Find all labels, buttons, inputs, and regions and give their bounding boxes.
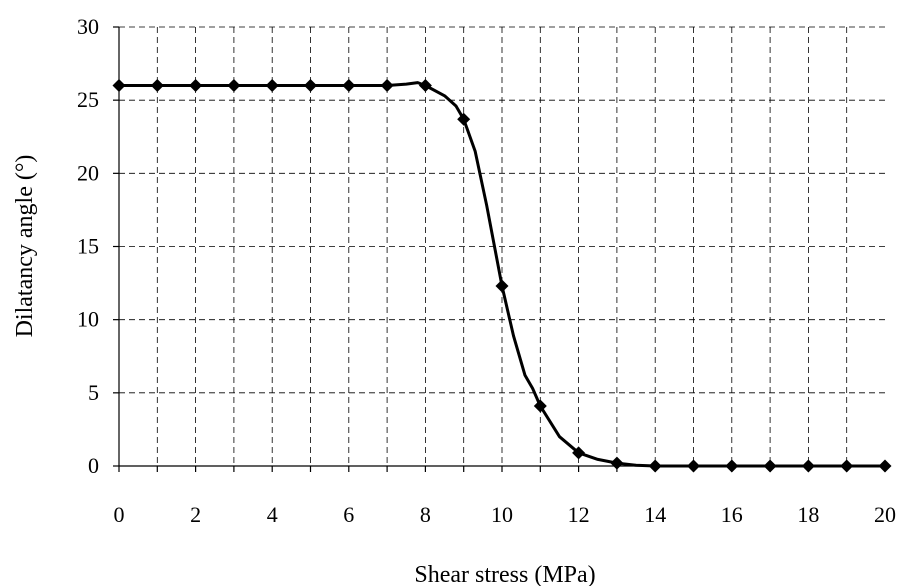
data-point-marker	[304, 79, 317, 93]
data-point-marker	[801, 459, 815, 473]
data-point-marker	[189, 79, 203, 93]
x-tick-label: 10	[491, 502, 513, 527]
x-tick-label: 6	[343, 502, 354, 527]
y-tick-label: 10	[77, 307, 99, 332]
data-point-marker	[878, 459, 892, 473]
x-tick-label: 14	[644, 502, 666, 527]
data-point-marker	[495, 279, 509, 293]
data-point-marker	[648, 459, 662, 473]
data-point-marker	[610, 456, 624, 470]
x-axis-title: Shear stress (MPa)	[414, 562, 595, 586]
x-tick-label: 0	[114, 502, 125, 527]
x-tick-label: 16	[721, 502, 743, 527]
data-point-marker	[572, 446, 586, 460]
y-tick-label: 20	[77, 160, 99, 185]
x-tick-label: 8	[420, 502, 431, 527]
y-tick-label: 30	[77, 14, 99, 39]
x-tick-label: 2	[190, 502, 201, 527]
data-point-marker	[763, 459, 777, 473]
data-point-marker	[227, 79, 241, 93]
y-tick-label: 25	[77, 87, 99, 112]
x-tick-label: 12	[568, 502, 590, 527]
data-point-marker	[342, 79, 356, 93]
data-point-marker	[840, 459, 854, 473]
x-tick-label: 20	[874, 502, 896, 527]
y-tick-label: 5	[88, 380, 99, 405]
data-point-marker	[380, 79, 394, 93]
data-point-marker	[687, 459, 700, 473]
data-point-marker	[418, 79, 432, 93]
labels-layer: 0 2 4 6 8 10 12 14 16 18 20 0 5 10 15 20 25 30	[77, 14, 896, 527]
x-tick-label: 4	[267, 502, 278, 527]
y-axis-title: Dilatancy angle (°)	[12, 155, 38, 338]
y-tick-label: 15	[77, 234, 99, 259]
data-point-marker	[112, 79, 126, 93]
data-point-marker	[533, 399, 547, 413]
y-tick-label: 0	[88, 453, 99, 478]
data-point-marker	[265, 79, 279, 93]
x-tick-label: 18	[797, 502, 819, 527]
data-point-marker	[457, 112, 471, 126]
data-point-marker	[150, 79, 164, 93]
series-layer	[112, 79, 892, 473]
data-point-marker	[725, 459, 739, 473]
grid-layer	[119, 26, 885, 466]
axes-layer	[113, 26, 886, 472]
